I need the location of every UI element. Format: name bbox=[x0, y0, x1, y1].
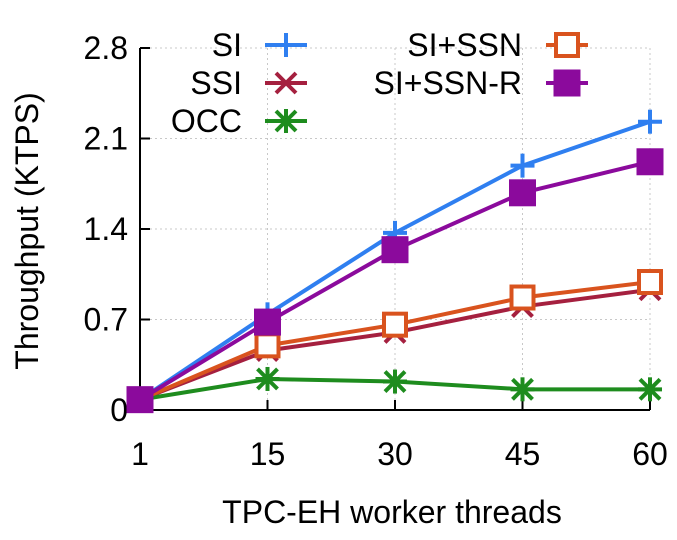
legend-marker bbox=[553, 69, 581, 97]
data-point bbox=[509, 179, 536, 207]
data-point bbox=[510, 377, 535, 402]
legend-entry: OCC bbox=[171, 103, 307, 139]
legend-entry: SSI bbox=[190, 65, 307, 101]
data-point bbox=[382, 311, 408, 338]
x-tick-label: 45 bbox=[505, 436, 541, 472]
legend-entry: SI+SSN bbox=[407, 27, 588, 63]
data-point bbox=[383, 369, 407, 394]
legend-marker bbox=[554, 32, 580, 58]
legend-label: OCC bbox=[171, 103, 242, 139]
data-point bbox=[638, 377, 662, 402]
x-tick-label: 15 bbox=[250, 436, 286, 472]
y-tick-label: 2.8 bbox=[84, 30, 128, 66]
data-point bbox=[510, 153, 535, 178]
y-axis-label: Throughput (KTPS) bbox=[9, 92, 45, 369]
legend-marker bbox=[274, 109, 298, 133]
legend-label: SI+SSN-R bbox=[374, 65, 522, 101]
x-tick-label: 1 bbox=[131, 436, 149, 472]
axes: 0 0.7 1.4 2.1 2.8 1 15 30 45 60 bbox=[84, 30, 668, 472]
data-point bbox=[254, 308, 281, 336]
legend-entry: SI+SSN-R bbox=[374, 65, 588, 101]
legend-label: SSI bbox=[190, 65, 242, 101]
data-point bbox=[637, 269, 663, 296]
legend-marker bbox=[274, 71, 298, 95]
legend-marker bbox=[274, 33, 298, 57]
x-tick-label: 30 bbox=[377, 436, 413, 472]
data-point bbox=[636, 148, 664, 176]
series-group bbox=[126, 109, 664, 414]
y-tick-label: 0 bbox=[110, 392, 128, 428]
data-point bbox=[126, 386, 154, 414]
data-point bbox=[509, 284, 536, 311]
legend-label: SI+SSN bbox=[407, 27, 522, 63]
y-tick-label: 0.7 bbox=[84, 302, 128, 338]
y-tick-label: 2.1 bbox=[84, 121, 128, 157]
series-si-ssn-r bbox=[126, 148, 664, 414]
data-point bbox=[254, 332, 281, 359]
legend-entry: SI bbox=[212, 27, 307, 63]
data-point bbox=[255, 366, 280, 391]
data-point bbox=[381, 236, 409, 264]
x-axis-label: TPC-EH worker threads bbox=[222, 494, 562, 530]
legend-label: SI bbox=[212, 27, 242, 63]
x-tick-label: 60 bbox=[632, 436, 668, 472]
data-point bbox=[638, 109, 662, 134]
y-tick-label: 1.4 bbox=[84, 211, 128, 247]
